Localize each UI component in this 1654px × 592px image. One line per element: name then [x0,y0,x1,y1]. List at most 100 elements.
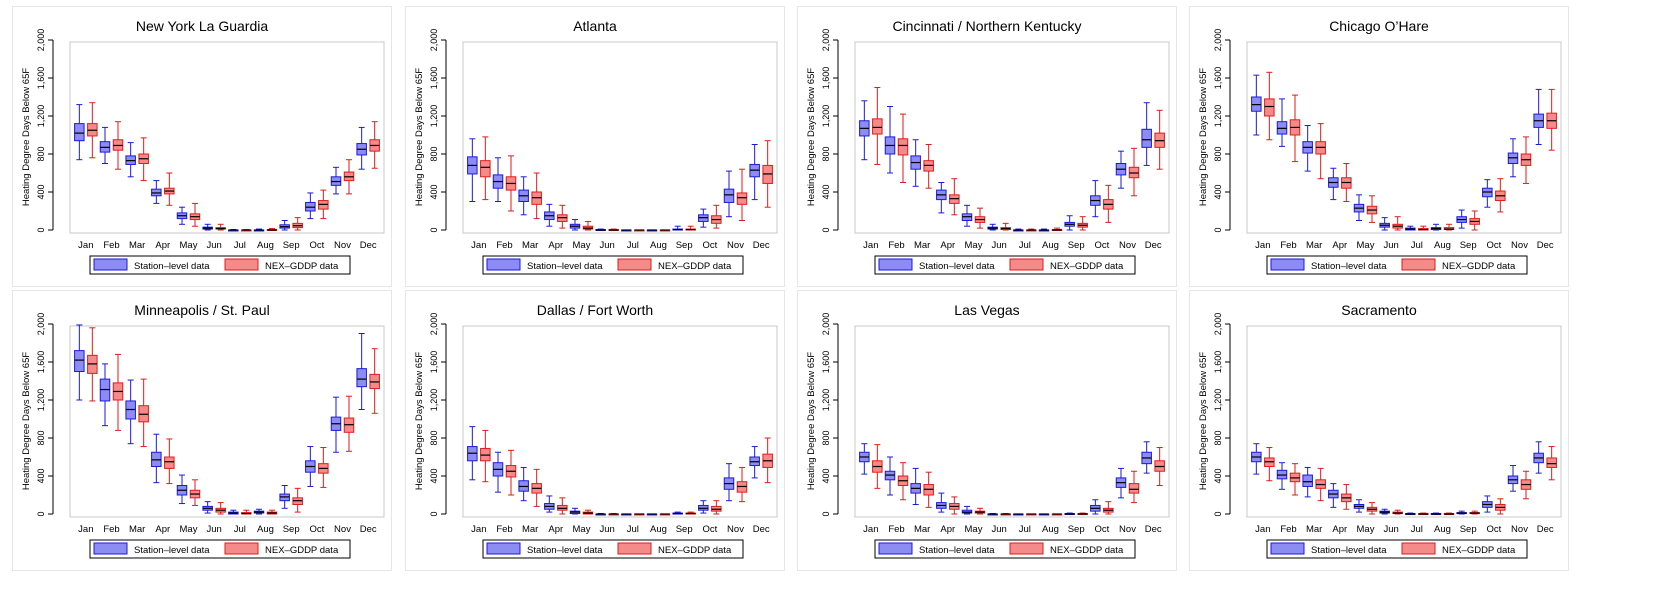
chart-plot: 0 400 800 1,200 1,600 2,000 Heating Degree Day… [1198,29,1562,275]
x-tick-label: Aug [1042,240,1059,251]
plot-frame [854,325,1170,518]
y-tick-label: 400 [36,184,46,199]
y-tick-label: 1,600 [1213,67,1223,90]
station-box [621,229,632,232]
y-tick-label: 800 [821,146,831,161]
y-tick-label: 800 [36,146,46,161]
y-tick-label: 400 [429,468,439,483]
legend-label-station: Station–level data [527,261,603,272]
x-tick-label: Jul [627,524,639,535]
station-box [859,443,870,475]
station-box [125,142,136,178]
station-box [1064,215,1075,231]
x-tick-label: Sep [676,240,693,251]
station-box [544,203,555,227]
x-tick-label: Jun [600,240,615,251]
y-tick-label: 400 [1213,184,1223,199]
x-tick-label: Mar [1306,240,1322,251]
x-tick-label: Feb [888,240,904,251]
y-tick-label: 2,000 [821,313,831,336]
station-box [1405,225,1416,231]
x-tick-label: Oct [702,524,717,535]
x-tick-label: Oct [309,240,324,251]
nex-box [1315,467,1326,502]
station-box [1115,467,1127,499]
x-tick-label: Nov [1511,240,1528,251]
y-tick-label: 1,200 [821,105,831,128]
y-tick-label: 1,600 [36,67,46,90]
nex-box [1469,510,1480,515]
legend-label-station: Station–level data [1311,261,1387,272]
x-tick-label: Apr [940,524,955,535]
plot-frame [1246,41,1562,234]
x-tick-label: Jul [1019,240,1031,251]
y-tick-label: 1,600 [429,67,439,90]
station-box [1507,465,1519,492]
station-box [202,501,213,514]
legend-swatch-station [486,258,521,271]
station-box [1141,441,1152,474]
x-tick-label: Jun [207,240,222,251]
station-box [1328,483,1339,508]
station-box [987,513,998,516]
nex-box [685,511,696,515]
nex-box [736,168,748,221]
x-tick-label: Dec [360,524,377,535]
legend: Station–level data NEX–GDDP data [1266,255,1528,275]
chart-title: Las Vegas [954,302,1020,318]
legend-frame [1266,255,1528,275]
nex-box [1264,447,1275,482]
nex-box [1264,71,1275,141]
legend: Station–level data NEX–GDDP data [874,539,1136,559]
station-box [569,507,581,515]
y-tick-label: 1,600 [1213,351,1223,374]
nex-box [872,87,883,165]
y-tick-label: 1,200 [36,105,46,128]
legend-swatch-nex [1009,258,1044,271]
nex-box [923,471,934,508]
nex-box [974,507,986,515]
chart-title: Cincinnati / Northern Kentucky [892,18,1082,34]
x-tick-label: Sep [283,240,300,251]
nex-box [762,140,773,208]
x-tick-label: Feb [1280,240,1296,251]
x-tick-label: Feb [888,524,904,535]
chart-panel: Cincinnati / Northern Kentucky 0 400 800 1,2… [797,6,1177,287]
nex-box [112,121,124,170]
legend-label-nex: NEX–GDDP data [1442,261,1516,272]
legend: Station–level data NEX–GDDP data [1266,539,1528,559]
legend-swatch-nex [617,542,652,555]
box-body [723,188,735,203]
nex-box [343,395,355,452]
station-box [1430,223,1442,231]
nex-box [762,437,773,484]
y-tick-label: 2,000 [36,29,46,52]
legend-label-nex: NEX–GDDP data [658,261,732,272]
legend: Station–level data NEX–GDDP data [482,255,744,275]
x-tick-label: Sep [1068,524,1085,535]
chart-plot: 0 400 800 1,200 1,600 2,000 Heating Degree Day… [21,29,385,275]
x-tick-label: Apr [1332,524,1347,535]
legend-frame [482,539,744,559]
x-tick-label: Apr [548,240,563,251]
station-box [1353,194,1365,221]
chart-panel: Las Vegas 0 400 800 1,200 1,600 2,000 Heating D… [797,290,1177,571]
box-body [1128,483,1140,494]
legend: Station–level data NEX–GDDP data [89,255,351,275]
station-box [569,219,581,231]
nex-box [659,513,671,516]
station-box [936,492,947,513]
legend-swatch-nex [1401,542,1436,555]
nex-box [1469,210,1480,231]
chart-plot: 0 400 800 1,200 1,600 2,000 Heating Degree Day… [21,313,385,559]
y-tick-label: 1,200 [429,105,439,128]
y-tick-label: 1,200 [429,389,439,412]
nex-box [164,438,175,485]
chart-panel: Atlanta 0 400 800 1,200 1,600 2,000 Heating Deg… [405,6,785,287]
y-tick-label: 400 [429,184,439,199]
station-box [723,170,735,218]
station-box [253,508,265,515]
x-tick-label: Jan [863,524,878,535]
station-box [672,511,683,515]
